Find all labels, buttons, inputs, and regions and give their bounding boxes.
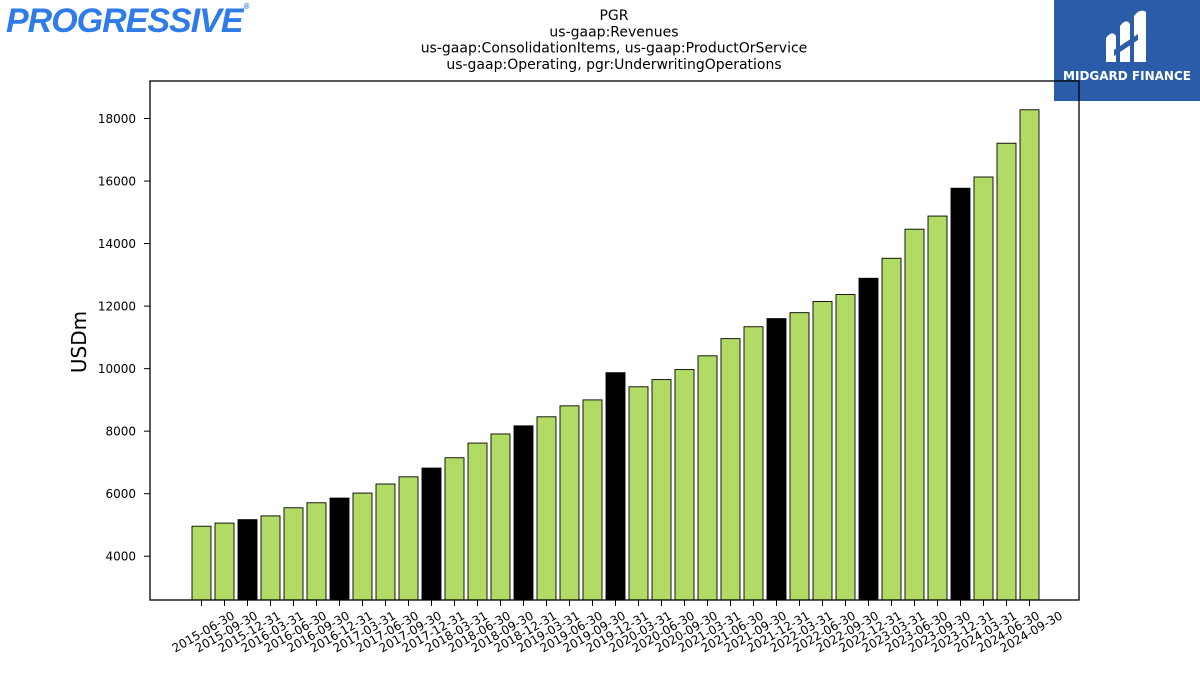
x-axis: 2015-06-302015-09-302015-12-312016-03-31… xyxy=(170,600,1065,655)
bar xyxy=(835,294,856,601)
bar xyxy=(513,425,534,601)
bar xyxy=(467,442,488,601)
bar xyxy=(444,457,465,601)
y-tick-label: 18000 xyxy=(98,112,136,126)
bar xyxy=(260,515,281,601)
bar xyxy=(973,176,994,601)
chart-title-line: us-gaap:Operating, pgr:UnderwritingOpera… xyxy=(446,57,781,73)
y-tick-label: 14000 xyxy=(98,237,136,251)
bar xyxy=(237,519,258,601)
registered-mark: ® xyxy=(243,2,250,11)
bar xyxy=(214,522,235,601)
bar xyxy=(536,416,557,601)
bar xyxy=(766,318,787,601)
bars xyxy=(191,109,1040,601)
bar xyxy=(490,433,511,601)
bar xyxy=(904,228,925,601)
bar xyxy=(720,338,741,601)
bar xyxy=(927,215,948,601)
y-tick-label: 12000 xyxy=(98,300,136,314)
bar xyxy=(881,257,902,601)
bar xyxy=(812,300,833,601)
y-tick-label: 8000 xyxy=(105,425,136,439)
chart-title: PGRus-gaap:Revenuesus-gaap:Consolidation… xyxy=(421,8,808,73)
bar xyxy=(306,502,327,601)
y-axis: 4000 6000 8000 10000 12000 14000 16000 18000 xyxy=(98,112,150,564)
bar xyxy=(674,369,695,601)
progressive-logo: PROGRESSIVE® xyxy=(6,2,250,41)
bar xyxy=(398,476,419,601)
y-axis-label: USDm xyxy=(67,311,91,373)
bar xyxy=(628,386,649,601)
bar xyxy=(697,355,718,601)
bar xyxy=(191,525,212,601)
bar xyxy=(996,142,1017,601)
y-tick-label: 16000 xyxy=(98,175,136,189)
bar xyxy=(582,399,603,601)
bar xyxy=(283,507,304,601)
bar xyxy=(605,372,626,601)
bar xyxy=(950,187,971,601)
bar xyxy=(743,326,764,601)
y-tick-label: 10000 xyxy=(98,362,136,376)
bar xyxy=(352,492,373,601)
y-tick-label: 6000 xyxy=(105,487,136,501)
chart-title-line: us-gaap:ConsolidationItems, us-gaap:Prod… xyxy=(421,41,808,57)
bar xyxy=(329,497,350,601)
midgard-finance-label: MIDGARD FINANCE xyxy=(1063,69,1191,83)
bar xyxy=(651,379,672,601)
bar xyxy=(421,467,442,601)
midgard-emblem-icon xyxy=(1106,10,1146,63)
chart-title-line: us-gaap:Revenues xyxy=(549,24,678,40)
bar xyxy=(789,312,810,601)
bar xyxy=(858,277,879,601)
progressive-logo-text: PROGRESSIVE xyxy=(6,2,244,40)
bar xyxy=(559,405,580,601)
y-tick-label: 4000 xyxy=(105,550,136,564)
chart-title-line: PGR xyxy=(599,8,628,24)
bar xyxy=(1019,109,1040,601)
bar xyxy=(375,483,396,601)
midgard-finance-logo: MIDGARD FINANCE xyxy=(1054,0,1200,101)
plot-frame xyxy=(149,80,1080,601)
